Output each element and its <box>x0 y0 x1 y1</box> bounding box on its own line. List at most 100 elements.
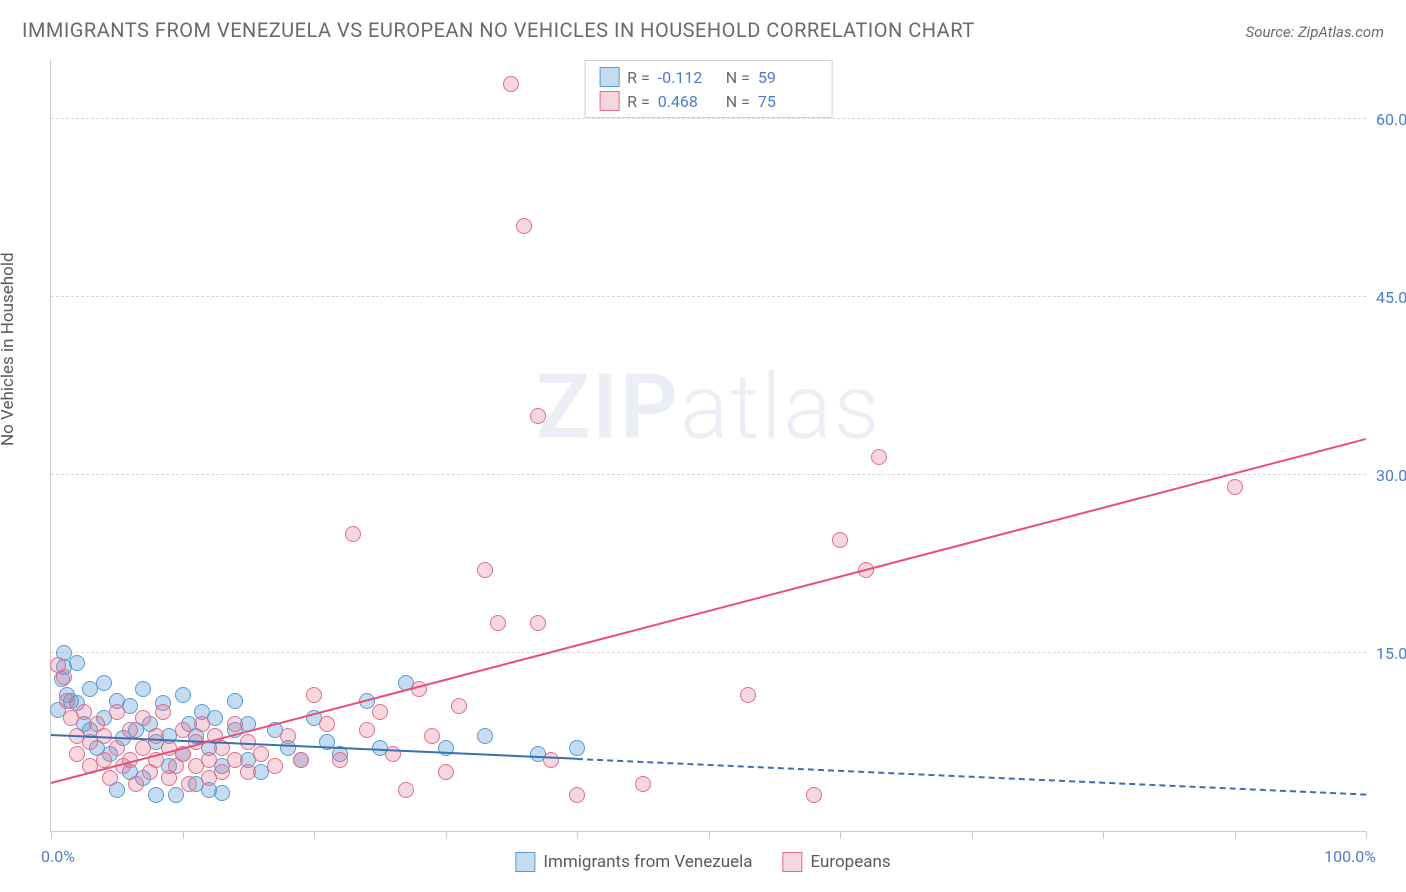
data-point-europeans <box>96 752 112 768</box>
data-point-europeans <box>227 752 243 768</box>
n-label: N = <box>726 68 750 87</box>
gridline <box>51 118 1366 119</box>
stats-legend: R = -0.112 N = 59 R = 0.468 N = 75 <box>584 60 833 118</box>
data-point-europeans <box>69 746 85 762</box>
gridline <box>51 652 1366 653</box>
data-point-europeans <box>871 449 887 465</box>
x-tick-label: 100.0% <box>1324 847 1376 866</box>
data-point-europeans <box>181 776 197 792</box>
data-point-europeans <box>635 776 651 792</box>
data-point-europeans <box>293 752 309 768</box>
data-point-europeans <box>477 562 493 578</box>
data-point-europeans <box>306 687 322 703</box>
trend-line <box>51 438 1366 784</box>
data-point-europeans <box>59 693 75 709</box>
data-point-europeans <box>56 669 72 685</box>
data-point-europeans <box>740 687 756 703</box>
legend-item-europeans: Europeans <box>782 852 890 872</box>
data-point-venezuela <box>69 655 85 671</box>
stats-row-europeans: R = 0.468 N = 75 <box>585 89 832 113</box>
data-point-venezuela <box>214 785 230 801</box>
data-point-europeans <box>240 764 256 780</box>
data-point-europeans <box>280 728 296 744</box>
data-point-europeans <box>135 710 151 726</box>
data-point-europeans <box>530 615 546 631</box>
data-point-venezuela <box>175 687 191 703</box>
swatch-europeans <box>599 91 619 111</box>
data-point-europeans <box>332 752 348 768</box>
data-point-venezuela <box>96 675 112 691</box>
r-label: R = <box>627 92 650 111</box>
y-tick-label: 45.0% <box>1376 288 1406 307</box>
data-point-europeans <box>227 716 243 732</box>
data-point-europeans <box>155 704 171 720</box>
data-point-europeans <box>359 722 375 738</box>
data-point-europeans <box>253 746 269 762</box>
y-tick-label: 15.0% <box>1376 644 1406 663</box>
data-point-venezuela <box>168 787 184 803</box>
trend-line <box>577 758 1366 796</box>
data-point-venezuela <box>148 787 164 803</box>
x-tick <box>1366 831 1367 839</box>
r-label: R = <box>627 68 650 87</box>
r-value-venezuela: -0.112 <box>658 68 718 87</box>
data-point-europeans <box>319 716 335 732</box>
data-point-europeans <box>543 752 559 768</box>
x-tick <box>314 831 315 839</box>
data-point-europeans <box>806 787 822 803</box>
x-tick <box>183 831 184 839</box>
legend-item-venezuela: Immigrants from Venezuela <box>515 852 752 872</box>
data-point-europeans <box>201 752 217 768</box>
data-point-europeans <box>530 408 546 424</box>
data-point-europeans <box>135 740 151 756</box>
data-point-europeans <box>122 722 138 738</box>
stats-row-venezuela: R = -0.112 N = 59 <box>585 65 832 89</box>
data-point-europeans <box>76 704 92 720</box>
data-point-europeans <box>109 704 125 720</box>
data-point-europeans <box>345 526 361 542</box>
x-tick <box>972 831 973 839</box>
data-point-europeans <box>569 787 585 803</box>
x-tick <box>1103 831 1104 839</box>
n-value-europeans: 75 <box>758 92 818 111</box>
data-point-europeans <box>175 722 191 738</box>
x-tick <box>709 831 710 839</box>
x-tick <box>577 831 578 839</box>
gridline <box>51 474 1366 475</box>
y-tick-label: 60.0% <box>1376 110 1406 129</box>
y-axis-label: No Vehicles in Household <box>0 252 18 446</box>
n-value-venezuela: 59 <box>758 68 818 87</box>
y-tick-label: 30.0% <box>1376 466 1406 485</box>
data-point-europeans <box>1227 479 1243 495</box>
x-tick <box>840 831 841 839</box>
data-point-venezuela <box>477 728 493 744</box>
n-label: N = <box>726 92 750 111</box>
x-tick <box>1235 831 1236 839</box>
r-value-europeans: 0.468 <box>658 92 718 111</box>
swatch-venezuela <box>599 67 619 87</box>
data-point-europeans <box>128 776 144 792</box>
data-point-europeans <box>214 764 230 780</box>
data-point-europeans <box>438 764 454 780</box>
data-point-venezuela <box>569 740 585 756</box>
swatch-venezuela <box>515 852 535 872</box>
watermark: ZIPatlas <box>536 354 881 459</box>
data-point-europeans <box>490 615 506 631</box>
data-point-europeans <box>424 728 440 744</box>
x-tick-label: 0.0% <box>41 847 75 866</box>
data-point-europeans <box>267 758 283 774</box>
data-point-europeans <box>148 728 164 744</box>
gridline <box>51 296 1366 297</box>
data-point-europeans <box>516 218 532 234</box>
x-tick <box>446 831 447 839</box>
data-point-venezuela <box>227 693 243 709</box>
data-point-europeans <box>102 770 118 786</box>
data-point-europeans <box>109 740 125 756</box>
data-point-venezuela <box>135 681 151 697</box>
data-point-europeans <box>503 76 519 92</box>
x-tick <box>51 831 52 839</box>
legend-label-europeans: Europeans <box>810 852 890 872</box>
chart-title: IMMIGRANTS FROM VENEZUELA VS EUROPEAN NO… <box>22 18 975 42</box>
swatch-europeans <box>782 852 802 872</box>
data-point-europeans <box>832 532 848 548</box>
